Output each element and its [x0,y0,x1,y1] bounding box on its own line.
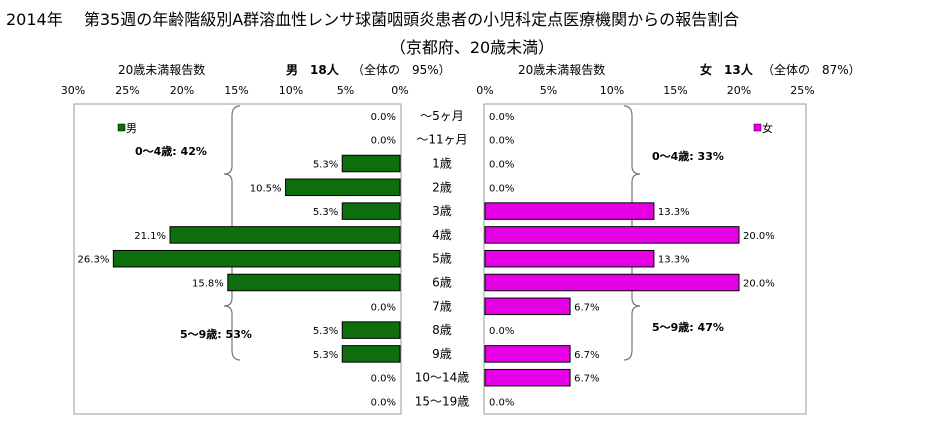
category-label: 9歳 [432,347,452,361]
female-value-label: 0.0% [489,398,514,409]
female-value-label: 20.0% [743,231,775,242]
category-label: 6歳 [432,276,452,290]
male-value-label: 26.3% [78,255,110,266]
male-bar [227,273,401,292]
male-annotation-0-4: 0～4歳: 42% [135,144,207,158]
female-bar [484,249,655,268]
female-bar [484,368,571,387]
female-value-label: 13.3% [658,255,690,266]
female-axis-tick: 0% [476,84,493,97]
female-value-label: 13.3% [658,207,690,218]
female-value-label: 0.0% [489,112,514,123]
category-label: 4歳 [432,228,452,242]
male-axis-title: 20歳未満報告数 [118,63,206,77]
female-value-label: 0.0% [489,160,514,171]
male-legend-swatch [117,123,126,132]
male-total-label: 男 18人 [286,63,339,77]
female-value-label: 6.7% [574,350,599,361]
male-value-label: 0.0% [371,398,396,409]
male-bar [112,249,401,268]
male-axis-tick: 10% [279,84,303,97]
female-value-label: 6.7% [574,302,599,313]
category-label: 3歳 [432,204,452,218]
male-bar [169,226,401,244]
female-axis-tick: 25% [790,84,814,97]
male-axis-tick: 20% [170,84,194,97]
female-bar [484,226,740,244]
female-bar [484,297,571,316]
male-value-label: 5.3% [313,160,338,171]
category-label: 2歳 [432,180,452,194]
category-label: 15～19歳 [415,395,470,409]
category-label: 5歳 [432,252,452,266]
female-axis-tick: 15% [663,84,687,97]
male-share-label: （全体の 95%） [352,63,451,77]
male-bar [341,202,401,220]
category-label: 8歳 [432,323,452,337]
category-label: 10～14歳 [415,371,470,385]
male-axis-tick: 30% [61,84,85,97]
chart-title: 2014年 第35週の年齢階級別A群溶血性レンサ球菌咽頭炎患者の小児科定点医療機… [6,10,740,29]
male-bar [341,154,401,173]
male-bar [341,345,401,363]
female-legend-label: 女 [762,121,773,135]
male-axis-tick: 0% [391,84,408,97]
male-axis-tick: 5% [337,84,354,97]
female-bar [484,202,655,220]
male-value-label: 21.1% [134,231,166,242]
category-label: ～11ヶ月 [416,133,467,147]
female-bar [484,345,571,363]
female-value-label: 0.0% [489,136,514,147]
male-axis-tick: 25% [115,84,139,97]
female-axis-title: 20歳未満報告数 [518,63,606,77]
female-axis-tick: 10% [600,84,624,97]
male-value-label: 15.8% [192,279,224,290]
female-value-label: 6.7% [574,374,599,385]
female-value-label: 0.0% [489,326,514,337]
female-value-label: 20.0% [743,279,775,290]
female-axis-tick: 5% [540,84,557,97]
category-label: ～5ヶ月 [420,109,464,123]
chart-subtitle: （京都府、20歳未満） [389,38,555,57]
female-axis-tick: 20% [727,84,751,97]
male-value-label: 0.0% [371,112,396,123]
male-bar [341,321,401,339]
male-value-label: 5.3% [313,207,338,218]
category-label: 7歳 [432,299,452,313]
category-label: 1歳 [432,157,452,171]
male-axis-tick: 15% [224,84,248,97]
male-value-label: 5.3% [313,350,338,361]
female-annotation-0-4: 0～4歳: 33% [652,149,724,163]
female-bar [484,273,740,292]
male-annotation-5-9: 5～9歳: 53% [180,327,252,341]
male-value-label: 5.3% [313,326,338,337]
male-value-label: 10.5% [250,183,282,194]
female-value-label: 0.0% [489,183,514,194]
female-total-label: 女 13人 [700,63,753,77]
male-value-label: 0.0% [371,374,396,385]
male-legend-label: 男 [126,122,137,135]
male-bar [285,178,401,197]
male-value-label: 0.0% [371,302,396,313]
female-legend-swatch [753,123,762,132]
female-annotation-5-9: 5～9歳: 47% [652,320,724,334]
female-share-label: （全体の 87%） [762,63,861,77]
male-value-label: 0.0% [371,136,396,147]
